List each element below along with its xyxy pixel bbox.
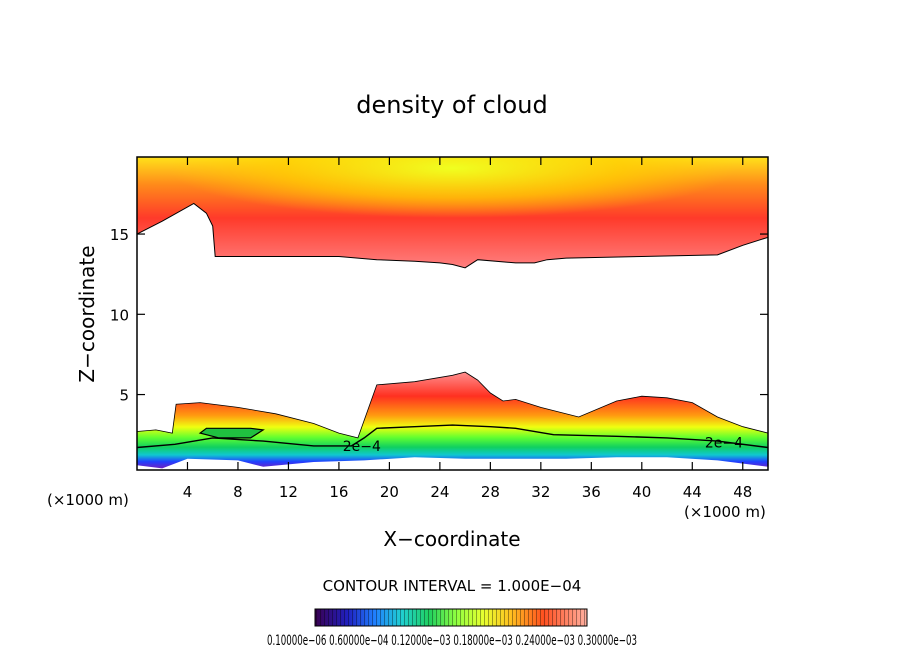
y-tick-label: 10 — [110, 306, 129, 324]
x-tick-label: 20 — [380, 483, 399, 501]
x-tick-label: 4 — [183, 483, 193, 501]
x-tick-label: 32 — [531, 483, 550, 501]
upper-cloud-core — [137, 157, 768, 268]
contour-label: 2e−4 — [705, 436, 743, 452]
y-axis-ticks: 5 10 15 — [110, 226, 768, 405]
x-tick-label: 48 — [733, 483, 752, 501]
plot-area — [137, 157, 768, 469]
lower-cloud-outline — [137, 371, 768, 439]
x-tick-label: 8 — [233, 483, 243, 501]
y-tick-label: 5 — [119, 387, 129, 405]
colorbar-labels: 0.10000e−06 0.60000e−04 0.12000e−03 0.18… — [267, 633, 637, 649]
x-tick-label: 44 — [683, 483, 702, 501]
x-tick-label: 12 — [279, 483, 298, 501]
y-tick-label: 15 — [110, 226, 129, 244]
x-unit-right: (×1000 m) — [684, 503, 766, 521]
y-axis-label: Z−coordinate — [75, 245, 99, 382]
colorbar-frame — [314, 608, 588, 627]
colorbar — [314, 608, 588, 627]
x-tick-label: 16 — [329, 483, 348, 501]
contour-interval-text: CONTOUR INTERVAL = 1.000E−04 — [323, 577, 582, 595]
upper-cloud-outline — [137, 202, 768, 269]
x-tick-label: 36 — [582, 483, 601, 501]
contour-line-2e-4 — [137, 424, 768, 449]
x-unit-left: (×1000 m) — [47, 491, 129, 509]
plot-frame — [136, 156, 769, 471]
x-tick-label: 40 — [632, 483, 651, 501]
contour-labels: 2e−4 2e−4 — [343, 436, 743, 455]
x-axis-label: X−coordinate — [383, 527, 520, 551]
x-tick-label: 28 — [481, 483, 500, 501]
contour-label: 2e−4 — [343, 439, 381, 455]
colorbar-stripes — [315, 609, 587, 626]
chart-title: density of cloud — [356, 91, 547, 119]
lower-cloud-region — [137, 372, 768, 469]
x-tick-label: 24 — [430, 483, 449, 501]
x-axis-ticks: 4 8 12 16 20 24 28 32 36 40 44 48 — [183, 157, 752, 501]
